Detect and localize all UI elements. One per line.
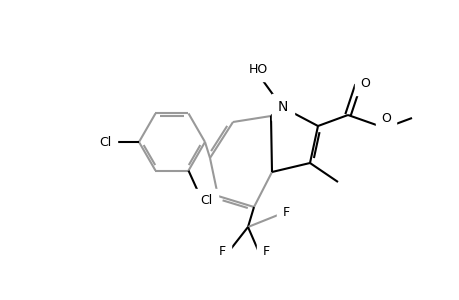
Text: HO: HO: [248, 62, 267, 76]
Text: O: O: [359, 76, 369, 89]
Text: O: O: [380, 112, 390, 124]
Text: Cl: Cl: [99, 136, 111, 148]
Text: F: F: [218, 245, 225, 259]
Text: Cl: Cl: [200, 194, 212, 207]
Text: F: F: [262, 245, 269, 259]
Text: F: F: [282, 206, 289, 220]
Text: N: N: [277, 100, 287, 114]
